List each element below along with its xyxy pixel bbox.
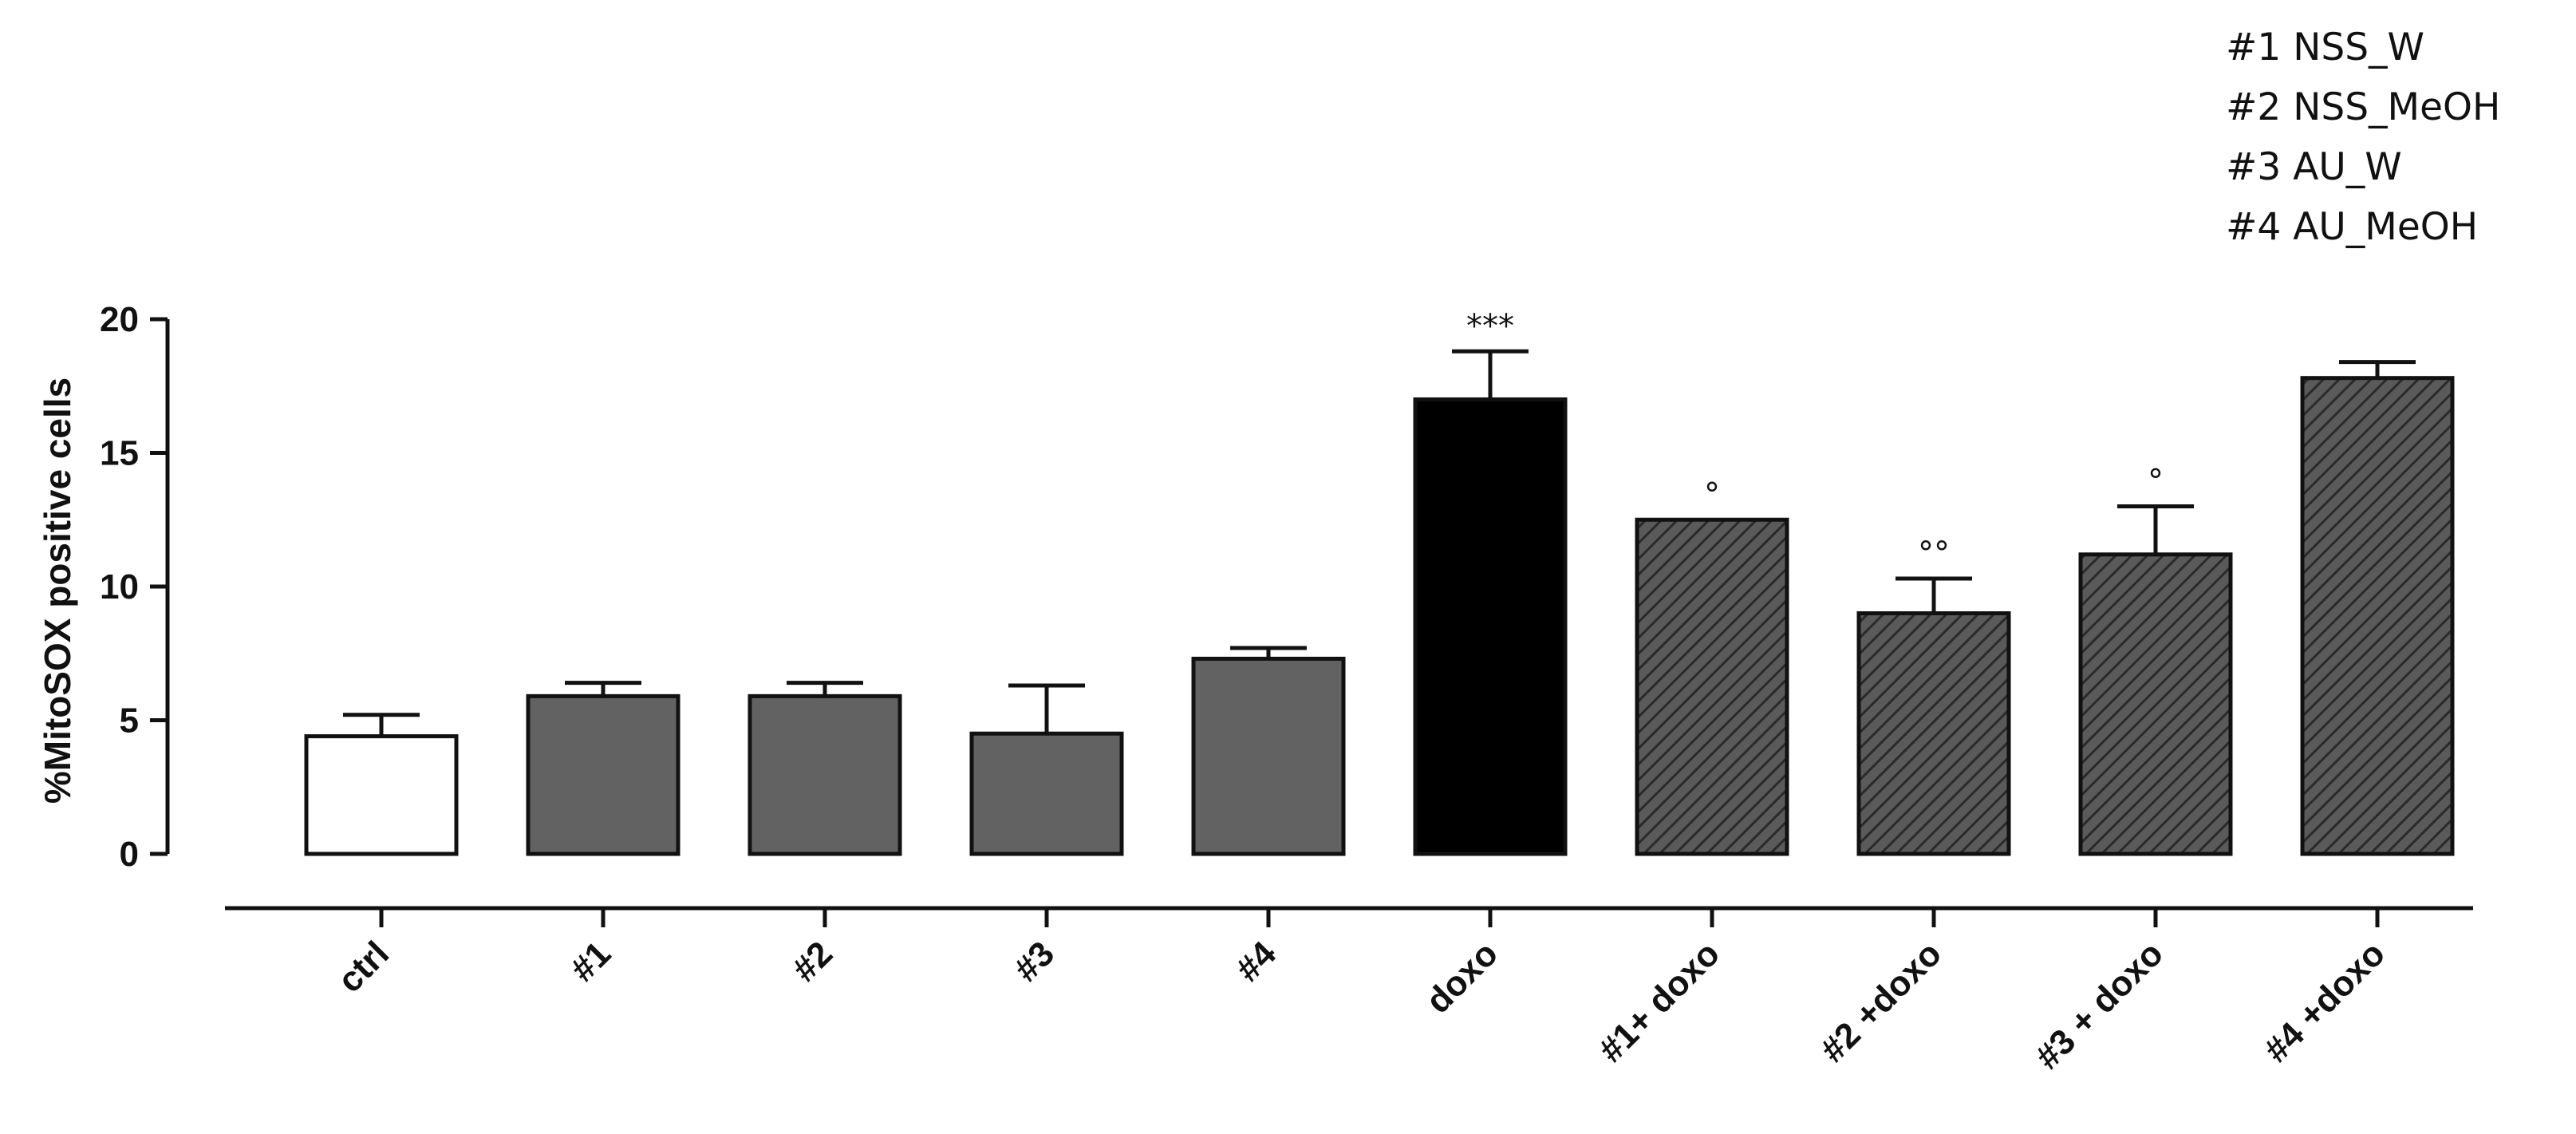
- y-tick-label: 5: [120, 701, 139, 741]
- significance-marker: °: [1704, 476, 1720, 513]
- y-tick-label: 10: [100, 567, 139, 607]
- category-label: ctrl: [330, 934, 396, 1000]
- y-tick-label: 20: [100, 300, 139, 339]
- y-ticks: 0 5 10 15 20: [100, 300, 168, 874]
- bar: [1413, 397, 1568, 856]
- significance-marker: °: [2148, 464, 2164, 500]
- category-label: #4 +doxo: [2257, 934, 2393, 1069]
- y-tick-label: 0: [120, 835, 139, 874]
- legend-entry-1: #1 NSS_W: [2226, 26, 2424, 69]
- bars: [304, 376, 2455, 856]
- legend-entry-4: #4 AU_MeOH: [2226, 205, 2478, 249]
- bar: [2078, 552, 2233, 856]
- category-label: doxo: [1418, 934, 1505, 1021]
- significance-marker: ***: [1466, 308, 1514, 345]
- x-ticks: [379, 908, 2380, 927]
- bar: [2300, 376, 2455, 856]
- bar: [1856, 611, 2011, 856]
- category-label: #3: [1007, 934, 1062, 989]
- y-axis-label: %MitoSOX positive cells: [37, 377, 78, 804]
- significance-annotations: ***°°°°: [1466, 308, 2164, 572]
- category-labels: ctrl #1 #2 #3 #4 doxo #1+ doxo #2 +doxo #3 + dox…: [330, 934, 2393, 1077]
- category-label: #4: [1229, 934, 1284, 990]
- bar: [1635, 517, 1789, 856]
- bar: [304, 734, 459, 856]
- bar: [748, 693, 902, 856]
- legend-entry-3: #3 AU_W: [2226, 145, 2402, 189]
- bar: [969, 731, 1124, 856]
- category-label: #1: [563, 934, 618, 989]
- category-label: #1+ doxo: [1592, 934, 1727, 1069]
- y-tick-label: 15: [100, 434, 139, 473]
- legend: #1 NSS_W #2 NSS_MeOH #3 AU_W #4 AU_MeOH: [2226, 26, 2500, 249]
- category-label: #2 +doxo: [1813, 934, 1949, 1069]
- bar: [526, 693, 680, 856]
- category-label: #2: [785, 934, 840, 989]
- legend-entry-2: #2 NSS_MeOH: [2226, 85, 2500, 129]
- category-label: #3 + doxo: [2028, 934, 2171, 1077]
- significance-marker: °°: [1918, 535, 1950, 572]
- error-bars: [343, 349, 2416, 737]
- bar: [1191, 656, 1346, 856]
